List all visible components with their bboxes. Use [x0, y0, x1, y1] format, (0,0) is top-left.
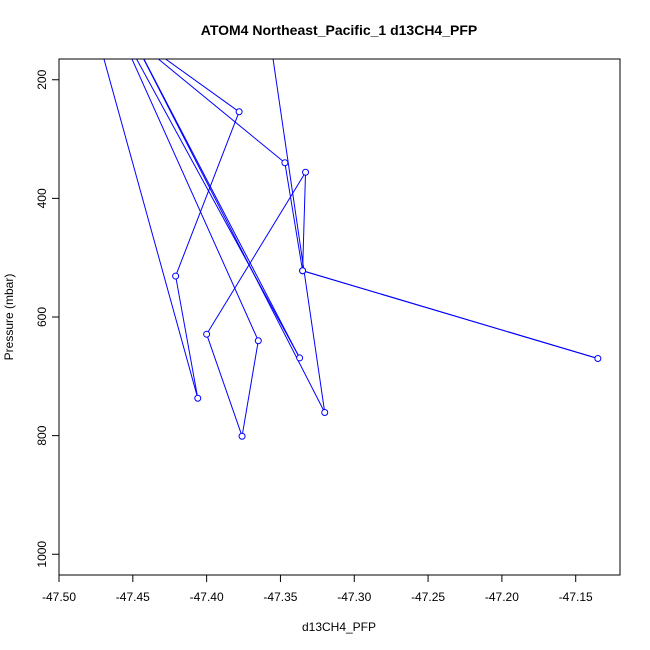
series-line-segment: [206, 172, 306, 335]
y-tick-label: 400: [35, 188, 49, 208]
x-axis-label: d13CH4_PFP: [302, 620, 376, 634]
x-tick-label: -47.40: [190, 590, 224, 604]
data-point: [203, 330, 211, 338]
series-line-segment: [302, 172, 307, 271]
series-line-segment: [164, 59, 240, 113]
series-line-segment: [103, 59, 199, 399]
data-point: [594, 355, 602, 363]
x-tick-label: -47.50: [42, 590, 76, 604]
data-point: [254, 337, 262, 345]
x-tick-label: -47.30: [337, 590, 371, 604]
data-point: [238, 432, 246, 440]
data-point: [194, 394, 202, 402]
y-tick-label: 200: [35, 69, 49, 89]
y-tick-label: 600: [35, 307, 49, 327]
series-line-segment: [206, 334, 243, 437]
chart-title: ATOM4 Northeast_Pacific_1 d13CH4_PFP: [201, 22, 477, 38]
series-line-segment: [241, 340, 259, 437]
series-line-segment: [175, 111, 240, 277]
series-line-segment: [135, 59, 301, 359]
x-tick-label: -47.25: [411, 590, 445, 604]
y-tick-label: 1000: [35, 541, 49, 568]
data-point: [281, 159, 289, 167]
data-point: [172, 272, 180, 280]
data-point: [302, 168, 310, 176]
series-line-segment: [131, 59, 259, 341]
data-point: [235, 108, 243, 116]
x-tick-label: -47.35: [263, 590, 297, 604]
x-tick-label: -47.20: [485, 590, 519, 604]
y-tick-label: 800: [35, 425, 49, 445]
series-line-segment: [272, 59, 326, 413]
x-tick-label: -47.45: [116, 590, 150, 604]
data-point: [321, 408, 329, 416]
series-line-segment: [175, 275, 199, 399]
series-line-segment: [302, 270, 598, 359]
data-point: [299, 267, 307, 275]
x-tick-label: -47.15: [559, 590, 593, 604]
y-axis-label: Pressure (mbar): [2, 274, 16, 361]
data-point: [296, 354, 304, 362]
plot-border: [58, 58, 621, 576]
series-layer: [103, 59, 602, 440]
series-line-segment: [284, 162, 304, 271]
series-line-segment: [143, 59, 326, 413]
series-line-segment: [157, 59, 286, 164]
